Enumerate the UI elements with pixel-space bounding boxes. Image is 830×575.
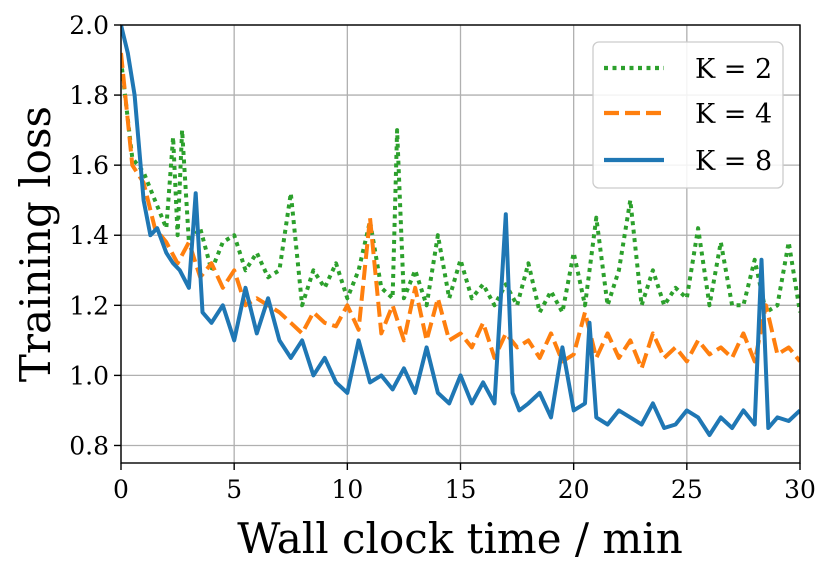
y-tick-label: 1.8: [69, 81, 109, 110]
x-tick-label: 0: [113, 475, 129, 504]
y-axis-label: Training loss: [11, 106, 60, 382]
y-tick-label: 1.2: [69, 291, 109, 320]
tick-layer: 0 5 10 15 20 25 30 0.8 1.0 1.2 1.4 1.6 1.8 2.0: [69, 11, 816, 504]
legend-label-k8: K = 8: [695, 146, 772, 177]
series-line-k4: [121, 52, 800, 371]
x-tick-label: 30: [784, 475, 816, 504]
legend-label-k4: K = 4: [695, 99, 772, 130]
legend-box: [592, 41, 784, 189]
series-layer: [121, 25, 800, 437]
x-tick-label: 5: [226, 475, 242, 504]
y-tick-label: 2.0: [69, 11, 109, 40]
series-line-k8: [121, 25, 800, 437]
y-tick-label: 1.0: [69, 361, 109, 390]
y-tick-label: 1.6: [69, 151, 109, 180]
series-line-k2: [121, 59, 800, 315]
x-tick-label: 10: [331, 475, 363, 504]
x-tick-label: 15: [445, 475, 477, 504]
legend-label-k2: K = 2: [695, 54, 772, 85]
y-tick-label: 1.4: [69, 221, 109, 250]
x-tick-label: 25: [671, 475, 703, 504]
x-tick-label: 20: [558, 475, 590, 504]
y-tick-label: 0.8: [69, 431, 109, 460]
legend: K = 2 K = 4 K = 8: [592, 41, 784, 189]
x-axis-label: Wall clock time / min: [237, 514, 683, 563]
